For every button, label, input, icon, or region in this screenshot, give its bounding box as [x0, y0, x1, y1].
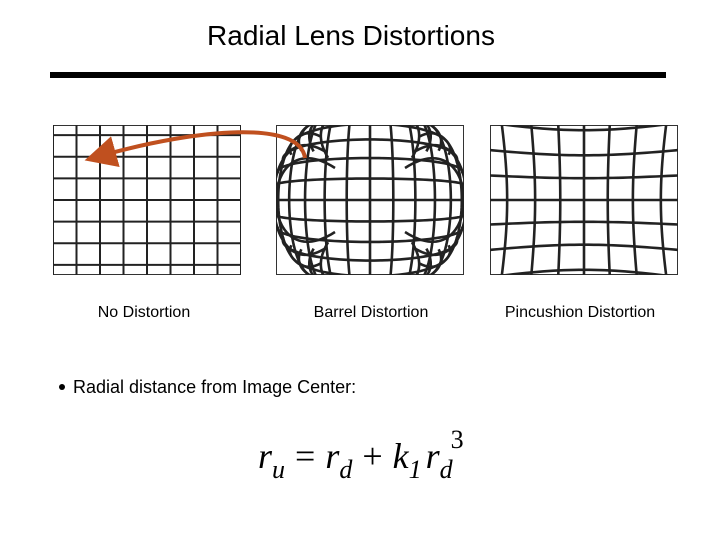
- formula-term: r: [258, 436, 273, 476]
- grid-curve: [297, 248, 443, 275]
- grid-curve: [490, 220, 678, 226]
- grid-curve: [422, 125, 437, 275]
- formula-subscript: d: [440, 455, 454, 484]
- slide-title: Radial Lens Distortions: [207, 20, 495, 51]
- title-rule: [50, 72, 666, 78]
- bullet-text: Radial distance from Image Center:: [73, 377, 356, 397]
- formula-term: r: [325, 436, 340, 476]
- grid-curve: [389, 125, 395, 275]
- caption: Pincushion Distortion: [505, 304, 655, 321]
- grid-curve: [606, 125, 612, 275]
- formula-subscript: u: [272, 455, 285, 484]
- grid-curve: [408, 125, 417, 275]
- grid-curve: [319, 241, 421, 275]
- formula: ru = rd + k1 rd3: [258, 425, 464, 484]
- grid-curve: [693, 0, 720, 436]
- grid-curve: [307, 125, 433, 152]
- formula-term: k: [393, 436, 410, 476]
- grid-curve: [415, 143, 464, 257]
- correction-arrow: [84, 130, 307, 168]
- grid-curve: [490, 243, 678, 252]
- grid-curve: [496, 268, 672, 275]
- formula-subscript: 1: [409, 455, 422, 484]
- grid-curve: [307, 248, 433, 275]
- grid-curve: [276, 214, 464, 223]
- grid-image: [326, 0, 720, 436]
- grid-image: [276, 125, 464, 275]
- formula-superscript: 3: [451, 425, 464, 454]
- grid-curve: [352, 66, 720, 101]
- formula-operator: +: [362, 436, 382, 476]
- grid-curve: [326, 369, 720, 422]
- grid-curve: [419, 131, 464, 269]
- caption: Barrel Distortion: [314, 304, 429, 321]
- grid-curve: [631, 125, 638, 275]
- grid-curve: [659, 125, 668, 275]
- formula-subscript: d: [339, 455, 353, 484]
- grid-curve: [340, 331, 720, 375]
- grid-image: [53, 125, 241, 275]
- formula-term: r: [426, 436, 441, 476]
- grid-curve: [404, 156, 464, 244]
- formula-operator: =: [295, 436, 315, 476]
- caption: No Distortion: [98, 304, 190, 321]
- bullet-dot: [59, 384, 65, 390]
